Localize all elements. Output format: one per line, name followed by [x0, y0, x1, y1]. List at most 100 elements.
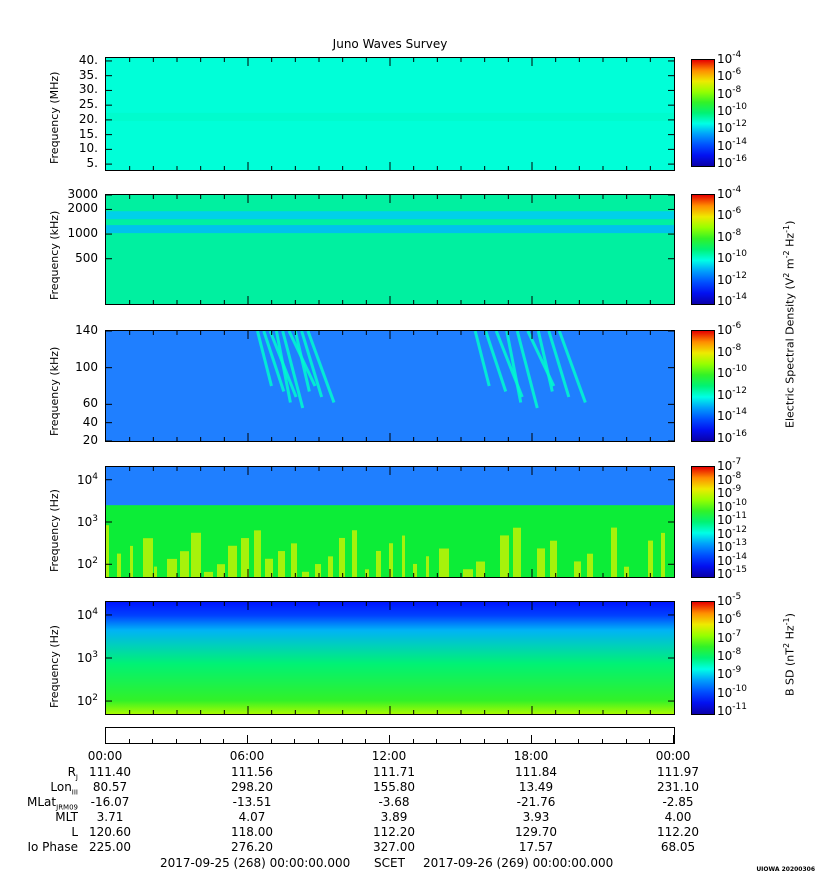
spectrogram-panel-3 [105, 330, 675, 442]
ephemeris-value: -2.85 [662, 795, 694, 809]
emission-burst [439, 548, 449, 577]
colorbar-tick-label: 10-8 [717, 227, 742, 244]
emission-burst [611, 527, 617, 577]
ephemeris-value: 120.60 [89, 825, 131, 839]
radio-burst-streak [306, 331, 336, 404]
emission-burst [204, 571, 213, 577]
colorbar-tick-label: 10-16 [717, 154, 747, 170]
time-strip-tick [554, 739, 556, 744]
ephemeris-row-label: Io Phase [27, 840, 78, 854]
ephemeris-value: 111.84 [515, 765, 557, 779]
colorbar-tick-label: 10-10 [717, 102, 747, 118]
colorbar-4 [691, 466, 715, 578]
ephemeris-value: 118.00 [231, 825, 273, 839]
spectrogram-panel-2 [105, 194, 675, 305]
colorbar-tick-label: 10-14 [717, 292, 747, 308]
spectrogram-2 [106, 195, 674, 304]
time-strip-tick [507, 739, 509, 744]
time-strip-tick [270, 739, 272, 744]
emission-band [106, 211, 674, 220]
colorbar-tick-label: 10-13 [717, 538, 747, 554]
time-tick-label: 00:00 [655, 749, 691, 763]
colorbar-tick-label: 10-8 [717, 647, 742, 663]
radio-burst-streak [515, 331, 539, 409]
y-axis-label: Frequency (MHz) [48, 71, 61, 164]
time-strip-tick [128, 739, 130, 744]
radio-burst-streak [557, 331, 587, 404]
emission-burst [315, 564, 321, 577]
colorbar-tick-label: 10-10 [717, 364, 747, 381]
emission-burst [167, 558, 177, 577]
colorbar-tick-label: 10-4 [717, 185, 742, 201]
ephemeris-value: 80.57 [92, 780, 128, 794]
ephemeris-value: 155.80 [373, 780, 415, 794]
magnetic-spectrum-gradient [106, 602, 674, 714]
ephemeris-value: 111.71 [373, 765, 415, 779]
spectrogram-panel-4 [105, 466, 675, 578]
colorbar-tick-label: 10-12 [717, 524, 747, 541]
emission-burst [500, 535, 509, 577]
time-strip-tick [152, 739, 154, 744]
emission-burst [376, 550, 381, 577]
emission-burst [426, 556, 429, 577]
time-strip-tick [578, 739, 580, 744]
emission-burst [365, 569, 369, 577]
colorbar-tick-label: 10-6 [717, 610, 742, 627]
spectrogram-1 [106, 58, 674, 170]
ephemeris-value: 4.00 [664, 810, 692, 824]
time-strip-tick [389, 735, 390, 744]
emission-burst [328, 556, 333, 577]
emission-burst [537, 548, 545, 577]
ephemeris-value: 13.49 [518, 780, 554, 794]
ephemeris-value: -3.68 [378, 795, 410, 809]
time-strip-tick [602, 739, 603, 744]
time-strip-tick [649, 739, 651, 744]
radio-burst-streak [300, 331, 324, 398]
emission-burst [143, 538, 153, 577]
radio-burst-streak [262, 331, 286, 392]
y-tick-label: 25. [78, 97, 98, 112]
time-strip-tick [483, 739, 485, 744]
time-strip-tick [294, 739, 296, 744]
colorbar-tick-label: 10-14 [717, 136, 747, 153]
ephemeris-value: 276.20 [231, 840, 273, 854]
y-tick-label: 35. [78, 67, 98, 82]
time-strip-tick [199, 739, 201, 744]
ephemeris-row-label: MLatJRM09 [27, 795, 78, 812]
emission-burst [476, 561, 485, 577]
y-tick-label: 140 [75, 323, 98, 337]
y-tick-label: 20. [78, 111, 98, 126]
colorbar-2 [691, 194, 715, 305]
ephemeris-value: 111.56 [231, 765, 273, 779]
emission-burst [191, 532, 201, 577]
time-axis-strip [105, 727, 675, 744]
time-strip-tick [460, 739, 461, 744]
y-tick-label: 40 [82, 414, 98, 429]
radio-burst-streak [293, 331, 311, 392]
time-strip-tick [341, 739, 343, 744]
ephemeris-row-label: L [71, 825, 78, 839]
emission-burst [402, 535, 405, 577]
y-tick-label: 500 [75, 250, 98, 265]
y-axis-label: Frequency (kHz) [48, 346, 61, 436]
ephemeris-value: 298.20 [231, 780, 273, 794]
spectrogram-5 [106, 602, 674, 714]
time-strip-tick [625, 739, 627, 744]
y-tick-label: 1000 [67, 226, 98, 241]
colorbar-tick-label: 10-12 [717, 385, 747, 402]
colorbar-unit-electric: Electric Spectral Density (V2 m-2 Hz-1) [782, 220, 797, 428]
emission-band [106, 225, 674, 234]
colorbar-tick-label: 10-7 [717, 628, 742, 645]
ephemeris-value: 225.00 [89, 840, 131, 854]
colorbar-tick-label: 10-7 [717, 457, 742, 473]
colorbar-tick-label: 10-15 [717, 565, 747, 581]
colorbar-tick-label: 10-6 [717, 206, 742, 223]
emission-burst [265, 558, 273, 577]
colorbar-tick-label: 10-11 [717, 511, 747, 527]
time-tick-label: 12:00 [371, 749, 407, 763]
y-tick-label: 40. [78, 52, 98, 67]
ephemeris-row-label: MLT [55, 810, 78, 824]
time-strip-tick [365, 739, 367, 744]
colorbar-tick-label: 10-16 [717, 429, 747, 445]
y-tick-label: 103 [76, 650, 98, 665]
